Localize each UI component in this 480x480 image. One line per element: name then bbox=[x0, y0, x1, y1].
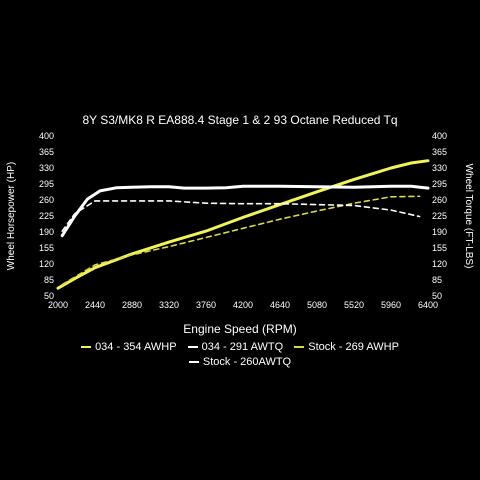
x-tick-label: 2000 bbox=[48, 300, 68, 310]
legend-label: 034 - 354 AWHP bbox=[95, 341, 177, 353]
x-tick-label: 5080 bbox=[307, 300, 327, 310]
y-tick-label-left: 155 bbox=[39, 243, 54, 253]
series-line-3 bbox=[61, 195, 421, 286]
y-tick-label-right: 155 bbox=[432, 243, 447, 253]
y-tick-label-right: 85 bbox=[432, 275, 442, 285]
x-tick-label: 2880 bbox=[122, 300, 142, 310]
legend-swatch bbox=[81, 346, 92, 349]
legend-swatch bbox=[294, 346, 305, 349]
x-tick-label: 4200 bbox=[233, 300, 253, 310]
legend-item-stock-awhp: Stock - 269 AWHP bbox=[294, 341, 399, 353]
y-tick-label-right: 330 bbox=[432, 163, 447, 173]
legend-row-2: Stock - 260AWTQ bbox=[0, 356, 480, 368]
x-tick-label: 3760 bbox=[196, 300, 216, 310]
y-tick-label-left: 190 bbox=[39, 227, 54, 237]
x-tick-label: 3320 bbox=[159, 300, 179, 310]
y-axis-right-label: Wheel Torque (FT-LBS) bbox=[463, 164, 474, 269]
legend: 034 - 354 AWHP 034 - 291 AWTQ Stock - 26… bbox=[0, 341, 480, 353]
y-tick-label-right: 295 bbox=[432, 179, 447, 189]
x-tick-label: 4640 bbox=[270, 300, 290, 310]
legend-item-stock-awtq: Stock - 260AWTQ bbox=[188, 356, 292, 368]
legend-label: Stock - 260AWTQ bbox=[202, 356, 292, 368]
y-tick-label-right: 225 bbox=[432, 211, 447, 221]
y-tick-label-left: 295 bbox=[39, 179, 54, 189]
legend-item-034-awtq: 034 - 291 AWTQ bbox=[187, 341, 284, 353]
x-tick-label: 5960 bbox=[381, 300, 401, 310]
legend-label: Stock - 269 AWHP bbox=[308, 341, 399, 353]
legend-swatch bbox=[187, 346, 198, 349]
series-line-1 bbox=[56, 159, 430, 290]
y-tick-label-left: 50 bbox=[44, 291, 54, 301]
y-axis-left-label: Wheel Horsepower (HP) bbox=[6, 162, 17, 270]
y-tick-label-left: 365 bbox=[39, 147, 54, 157]
series-line-2 bbox=[60, 184, 430, 238]
legend-swatch bbox=[188, 361, 199, 364]
y-tick-label-left: 400 bbox=[39, 131, 54, 141]
legend-item-034-awhp: 034 - 354 AWHP bbox=[81, 341, 177, 353]
y-tick-label-right: 50 bbox=[432, 291, 442, 301]
x-tick-label: 5520 bbox=[344, 300, 364, 310]
chart-title: 8Y S3/MK8 R EA888.4 Stage 1 & 2 93 Octan… bbox=[82, 113, 397, 127]
y-tick-label-left: 225 bbox=[39, 211, 54, 221]
x-tick-label: 2440 bbox=[85, 300, 105, 310]
y-tick-label-left: 120 bbox=[39, 259, 54, 269]
x-axis-label: Engine Speed (RPM) bbox=[183, 322, 296, 336]
series-lines bbox=[56, 159, 430, 290]
y-tick-label-right: 400 bbox=[432, 131, 447, 141]
legend-label: 034 - 291 AWTQ bbox=[201, 341, 284, 353]
y-tick-label-right: 365 bbox=[432, 147, 447, 157]
y-tick-label-right: 260 bbox=[432, 195, 447, 205]
y-tick-label-left: 330 bbox=[39, 163, 54, 173]
y-tick-label-right: 190 bbox=[432, 227, 447, 237]
tick-labels: 50 50 85 85 120 120 155 155 190 190 225 225 260 260 29… bbox=[39, 131, 447, 310]
y-tick-label-right: 120 bbox=[432, 259, 447, 269]
series-line-4 bbox=[61, 200, 421, 232]
y-tick-label-left: 260 bbox=[39, 195, 54, 205]
x-tick-label: 6400 bbox=[418, 300, 438, 310]
y-tick-label-left: 85 bbox=[44, 275, 54, 285]
